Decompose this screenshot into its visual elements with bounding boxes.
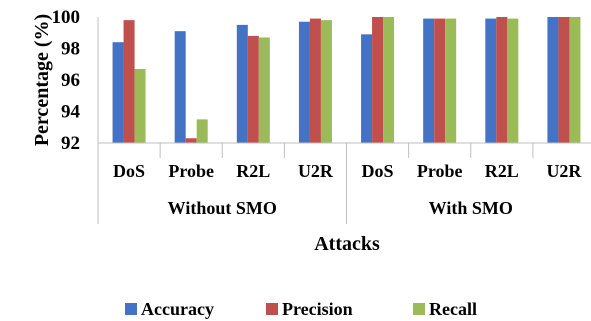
bar-accuracy-2 [236,24,248,143]
bar-precision-2 [247,35,259,143]
bar-accuracy-3 [298,21,310,144]
bar-precision-5 [434,18,446,144]
category-label: U2R [298,161,334,181]
category-label: Probe [168,161,214,181]
bar-accuracy-6 [485,18,497,144]
plot-area [97,17,591,144]
legend-swatch-recall [413,303,425,315]
bar-precision-1 [185,138,197,143]
bar-accuracy-7 [547,17,559,143]
category-label: Probe [417,161,463,181]
y-axis-title: Percentage (%) [31,14,53,146]
bar-accuracy-4 [361,34,373,144]
bar-recall-3 [320,20,332,143]
category-label: DoS [362,161,394,181]
legend: Accuracy Precision Recall [125,299,477,319]
bar-accuracy-5 [423,18,435,144]
group-label: Without SMO [168,198,277,218]
legend-label-precision: Precision [282,299,353,319]
legend-swatch-accuracy [125,303,137,315]
x-axis-groups: Without SMO With SMO [97,143,513,224]
category-label: R2L [236,161,270,181]
x-axis-title: Attacks [314,233,380,255]
category-label: DoS [113,161,145,181]
bar-recall-7 [569,17,581,143]
y-tick-label: 94 [61,102,81,123]
bar-recall-0 [134,68,146,143]
bar-accuracy-1 [174,31,186,143]
bar-recall-1 [196,119,208,143]
x-axis-categories: DoS Probe R2L U2R DoS Probe R2L U2R [97,143,582,181]
category-label: R2L [485,161,519,181]
bar-recall-6 [507,18,519,144]
y-tick-label: 96 [61,70,80,91]
y-tick-label: 100 [52,7,81,28]
bar-precision-6 [496,17,508,143]
bar-precision-7 [558,17,570,143]
y-tick-label: 98 [61,39,80,60]
y-tick-label: 92 [61,133,80,154]
legend-swatch-precision [266,303,278,315]
category-label: U2R [546,161,582,181]
bar-precision-3 [309,18,321,144]
bar-recall-4 [383,17,395,143]
bar-precision-4 [372,17,384,143]
group-label: With SMO [429,198,513,218]
bar-recall-5 [445,18,457,144]
y-axis-ticks: 92 94 96 98 100 [52,7,81,154]
bar-precision-0 [123,20,135,143]
bar-accuracy-0 [112,42,124,144]
legend-label-accuracy: Accuracy [141,299,214,319]
bar-recall-2 [258,37,270,143]
legend-label-recall: Recall [429,299,477,319]
